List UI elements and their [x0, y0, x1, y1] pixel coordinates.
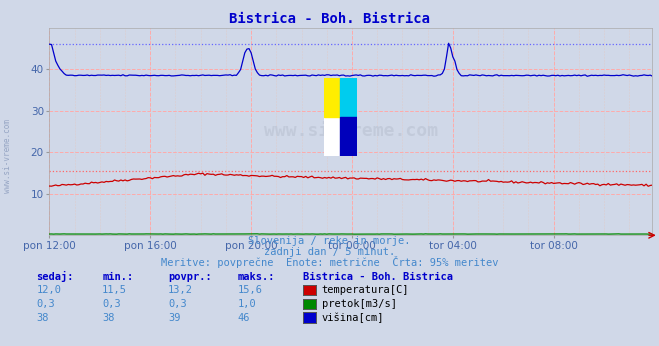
Text: višina[cm]: višina[cm]: [322, 313, 384, 323]
Text: sedaj:: sedaj:: [36, 271, 74, 282]
Text: Bistrica - Boh. Bistrica: Bistrica - Boh. Bistrica: [303, 272, 453, 282]
Text: 0,3: 0,3: [102, 299, 121, 309]
Bar: [340, 78, 357, 117]
Bar: [324, 78, 340, 117]
Text: 15,6: 15,6: [237, 285, 262, 295]
Text: 13,2: 13,2: [168, 285, 193, 295]
Text: 46: 46: [237, 313, 250, 323]
Text: min.:: min.:: [102, 272, 133, 282]
Text: 1,0: 1,0: [237, 299, 256, 309]
Text: pretok[m3/s]: pretok[m3/s]: [322, 299, 397, 309]
Text: 11,5: 11,5: [102, 285, 127, 295]
Text: 39: 39: [168, 313, 181, 323]
Bar: [340, 117, 357, 156]
Text: Meritve: povprečne  Enote: metrične  Črta: 95% meritev: Meritve: povprečne Enote: metrične Črta:…: [161, 256, 498, 268]
Text: 38: 38: [102, 313, 115, 323]
Text: www.si-vreme.com: www.si-vreme.com: [3, 119, 13, 193]
Text: maks.:: maks.:: [237, 272, 275, 282]
Text: povpr.:: povpr.:: [168, 272, 212, 282]
Text: www.si-vreme.com: www.si-vreme.com: [264, 122, 438, 140]
Text: zadnji dan / 5 minut.: zadnji dan / 5 minut.: [264, 247, 395, 257]
Text: 0,3: 0,3: [168, 299, 186, 309]
Text: Bistrica - Boh. Bistrica: Bistrica - Boh. Bistrica: [229, 12, 430, 26]
Text: 12,0: 12,0: [36, 285, 61, 295]
Text: Slovenija / reke in morje.: Slovenija / reke in morje.: [248, 236, 411, 246]
Text: 38: 38: [36, 313, 49, 323]
Text: temperatura[C]: temperatura[C]: [322, 285, 409, 295]
Text: 0,3: 0,3: [36, 299, 55, 309]
